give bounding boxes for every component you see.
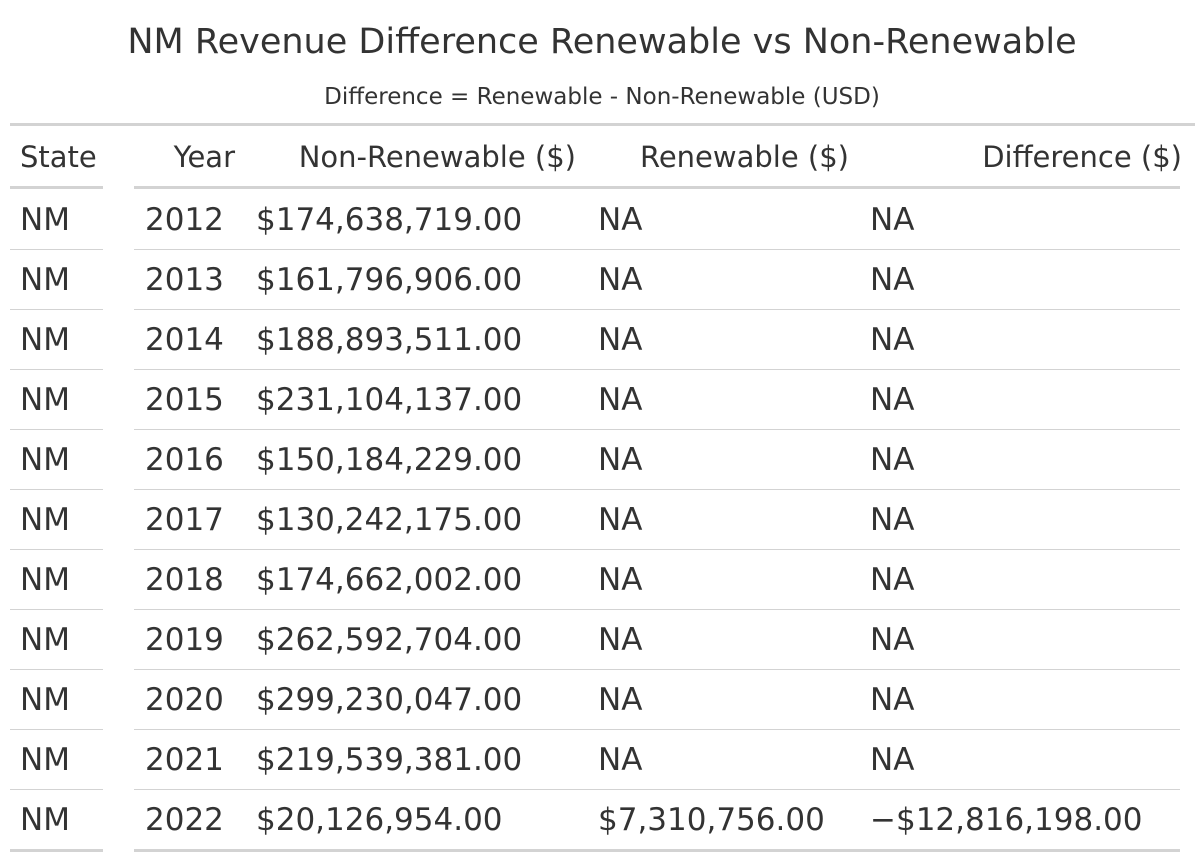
cell-difference: −$12,816,198.00 [870, 802, 1143, 838]
cell-difference: NA [870, 682, 915, 718]
cell-year: 2020 [145, 682, 224, 718]
cell-year: 2012 [145, 202, 224, 238]
table-row: NM 2021 $219,539,381.00 NA NA [0, 730, 1204, 790]
row-divider [134, 309, 1180, 310]
cell-renewable: NA [598, 682, 643, 718]
cell-year: 2014 [145, 322, 224, 358]
row-divider [10, 729, 103, 730]
header-rule-rest [134, 186, 1180, 189]
cell-difference: NA [870, 562, 915, 598]
table-row: NM 2013 $161,796,906.00 NA NA [0, 250, 1204, 310]
cell-non-renewable: $161,796,906.00 [256, 262, 523, 298]
column-header-state: State [20, 140, 97, 174]
table-row: NM 2018 $174,662,002.00 NA NA [0, 550, 1204, 610]
cell-state: NM [20, 742, 70, 778]
cell-difference: NA [870, 202, 915, 238]
column-header-difference: Difference ($) [982, 140, 1182, 174]
cell-year: 2015 [145, 382, 224, 418]
table-row: NM 2017 $130,242,175.00 NA NA [0, 490, 1204, 550]
row-divider [10, 609, 103, 610]
column-header-year: Year [173, 140, 235, 174]
cell-state: NM [20, 562, 70, 598]
row-divider [134, 609, 1180, 610]
cell-renewable: NA [598, 562, 643, 598]
cell-year: 2022 [145, 802, 224, 838]
cell-state: NM [20, 802, 70, 838]
cell-difference: NA [870, 322, 915, 358]
cell-state: NM [20, 202, 70, 238]
row-divider [10, 309, 103, 310]
cell-year: 2018 [145, 562, 224, 598]
cell-non-renewable: $174,662,002.00 [256, 562, 523, 598]
cell-difference: NA [870, 442, 915, 478]
row-divider [134, 669, 1180, 670]
row-divider [10, 549, 103, 550]
table-top-rule [10, 123, 1195, 126]
column-header-renewable: Renewable ($) [639, 140, 849, 174]
cell-renewable: NA [598, 262, 643, 298]
cell-difference: NA [870, 262, 915, 298]
cell-renewable: NA [598, 202, 643, 238]
table-title: NM Revenue Difference Renewable vs Non-R… [127, 22, 1077, 62]
cell-difference: NA [870, 622, 915, 658]
cell-non-renewable: $188,893,511.00 [256, 322, 523, 358]
column-header-non-renewable: Non-Renewable ($) [298, 140, 576, 174]
table-row: NM 2020 $299,230,047.00 NA NA [0, 670, 1204, 730]
row-divider [134, 549, 1180, 550]
cell-state: NM [20, 622, 70, 658]
table-row: NM 2015 $231,104,137.00 NA NA [0, 370, 1204, 430]
cell-renewable: NA [598, 742, 643, 778]
row-divider [10, 369, 103, 370]
cell-non-renewable: $174,638,719.00 [256, 202, 523, 238]
table-row: NM 2016 $150,184,229.00 NA NA [0, 430, 1204, 490]
header-rule-state [10, 186, 103, 189]
cell-non-renewable: $150,184,229.00 [256, 442, 523, 478]
row-divider [10, 789, 103, 790]
cell-renewable: NA [598, 322, 643, 358]
cell-renewable: NA [598, 502, 643, 538]
row-divider [10, 249, 103, 250]
cell-state: NM [20, 442, 70, 478]
cell-renewable: NA [598, 442, 643, 478]
table-row: NM 2019 $262,592,704.00 NA NA [0, 610, 1204, 670]
row-divider [134, 489, 1180, 490]
row-divider [134, 789, 1180, 790]
cell-non-renewable: $20,126,954.00 [256, 802, 503, 838]
table-row: NM 2014 $188,893,511.00 NA NA [0, 310, 1204, 370]
table-subtitle: Difference = Renewable - Non-Renewable (… [324, 84, 880, 110]
cell-state: NM [20, 682, 70, 718]
cell-year: 2017 [145, 502, 224, 538]
cell-non-renewable: $299,230,047.00 [256, 682, 523, 718]
row-divider [134, 249, 1180, 250]
table-row: NM 2012 $174,638,719.00 NA NA [0, 190, 1204, 250]
cell-state: NM [20, 322, 70, 358]
row-divider [10, 489, 103, 490]
cell-difference: NA [870, 502, 915, 538]
cell-state: NM [20, 382, 70, 418]
cell-difference: NA [870, 742, 915, 778]
row-divider [134, 369, 1180, 370]
row-divider [134, 729, 1180, 730]
cell-year: 2019 [145, 622, 224, 658]
cell-non-renewable: $219,539,381.00 [256, 742, 523, 778]
table-bottom-rule-state [10, 849, 103, 852]
cell-year: 2021 [145, 742, 224, 778]
row-divider [10, 429, 103, 430]
cell-non-renewable: $231,104,137.00 [256, 382, 523, 418]
cell-year: 2016 [145, 442, 224, 478]
table-bottom-rule-rest [134, 849, 1180, 852]
row-divider [10, 669, 103, 670]
table-body: NM 2012 $174,638,719.00 NA NA NM 2013 $1… [0, 190, 1204, 850]
cell-difference: NA [870, 382, 915, 418]
table-row: NM 2022 $20,126,954.00 $7,310,756.00 −$1… [0, 790, 1204, 850]
cell-renewable: NA [598, 622, 643, 658]
cell-non-renewable: $262,592,704.00 [256, 622, 523, 658]
cell-state: NM [20, 502, 70, 538]
cell-renewable: NA [598, 382, 643, 418]
cell-year: 2013 [145, 262, 224, 298]
row-divider [134, 429, 1180, 430]
cell-non-renewable: $130,242,175.00 [256, 502, 523, 538]
cell-state: NM [20, 262, 70, 298]
cell-renewable: $7,310,756.00 [598, 802, 825, 838]
